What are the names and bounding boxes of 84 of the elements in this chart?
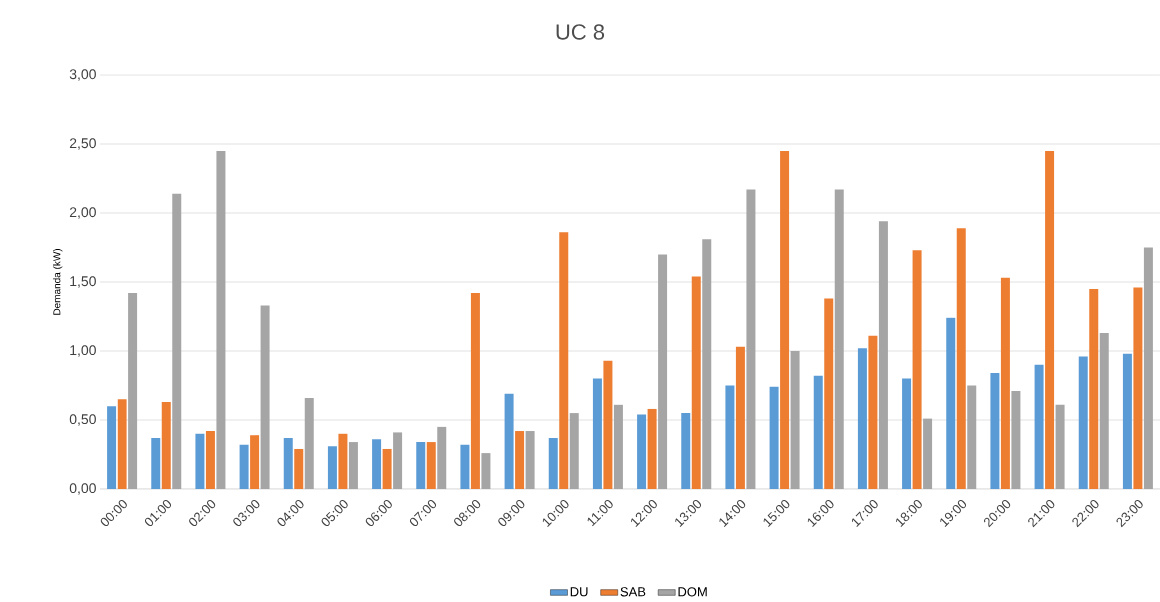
y-axis-title: Demanda (kW) <box>53 249 63 315</box>
bar <box>603 360 613 489</box>
bar <box>990 373 1000 489</box>
bar <box>1133 287 1143 489</box>
bar <box>515 431 525 489</box>
bar <box>327 446 337 489</box>
y-tick-label: 0,50 <box>69 414 96 426</box>
bar <box>128 293 138 489</box>
bar <box>283 437 293 489</box>
bar <box>416 442 426 489</box>
bar <box>393 432 403 489</box>
bar <box>681 413 691 489</box>
bar <box>637 414 647 489</box>
bar <box>470 293 480 489</box>
bar <box>780 150 790 489</box>
bar <box>1143 247 1153 489</box>
bar <box>923 418 933 489</box>
bar <box>1089 288 1099 489</box>
bar <box>151 437 161 489</box>
bar <box>769 386 779 489</box>
bar <box>294 448 304 489</box>
bar <box>956 228 966 489</box>
y-tick-label: 0,00 <box>69 483 96 495</box>
y-tick-label: 3,00 <box>69 69 96 81</box>
bar <box>813 375 823 489</box>
bar <box>216 150 226 489</box>
bar <box>239 444 249 489</box>
bar <box>205 431 215 489</box>
bar <box>647 408 657 489</box>
bar <box>1055 404 1065 489</box>
bar <box>460 444 470 489</box>
bar <box>481 453 491 489</box>
bar <box>504 393 514 489</box>
bar <box>569 413 579 489</box>
y-tick-label: 2,00 <box>69 207 96 219</box>
bar <box>902 378 912 489</box>
bar <box>878 221 888 489</box>
bar <box>1034 364 1044 489</box>
bar <box>172 193 182 489</box>
bar <box>790 350 800 489</box>
bar <box>559 232 569 489</box>
bar <box>117 399 127 489</box>
bar <box>834 189 844 489</box>
bar <box>1000 277 1010 489</box>
y-tick-label: 1,00 <box>70 345 96 357</box>
bar <box>426 442 436 489</box>
bar <box>1011 391 1021 489</box>
legend-label: DOM <box>678 587 707 597</box>
bar <box>592 378 602 489</box>
bar <box>348 442 358 489</box>
bar <box>912 250 922 489</box>
bar <box>691 276 701 489</box>
bar <box>1099 333 1109 489</box>
bar <box>613 404 623 489</box>
bar <box>437 426 447 489</box>
bar <box>382 448 392 489</box>
bar <box>107 406 117 489</box>
bar <box>161 402 171 489</box>
bar <box>338 433 348 489</box>
legend-label: SAB <box>620 587 646 597</box>
bar <box>250 435 260 489</box>
bar <box>260 305 270 489</box>
bar <box>946 317 956 489</box>
bar <box>304 397 314 489</box>
bar <box>525 431 535 489</box>
bar <box>702 239 712 489</box>
legend-label: DU <box>570 587 588 597</box>
bar <box>1122 353 1132 489</box>
bar <box>195 433 205 489</box>
bar <box>967 385 977 489</box>
bar <box>548 437 558 489</box>
y-tick-label: 1,50 <box>70 276 96 288</box>
y-tick-label: 2,50 <box>69 138 96 150</box>
bar <box>746 189 756 489</box>
bar <box>372 439 382 489</box>
chart-title: UC 8 <box>556 24 605 40</box>
bar <box>658 254 668 489</box>
bar <box>725 385 735 489</box>
bar <box>1078 356 1088 489</box>
bar <box>868 335 878 489</box>
bar <box>1045 150 1055 489</box>
bar <box>857 348 867 489</box>
bar <box>735 346 745 489</box>
bar <box>824 298 834 489</box>
